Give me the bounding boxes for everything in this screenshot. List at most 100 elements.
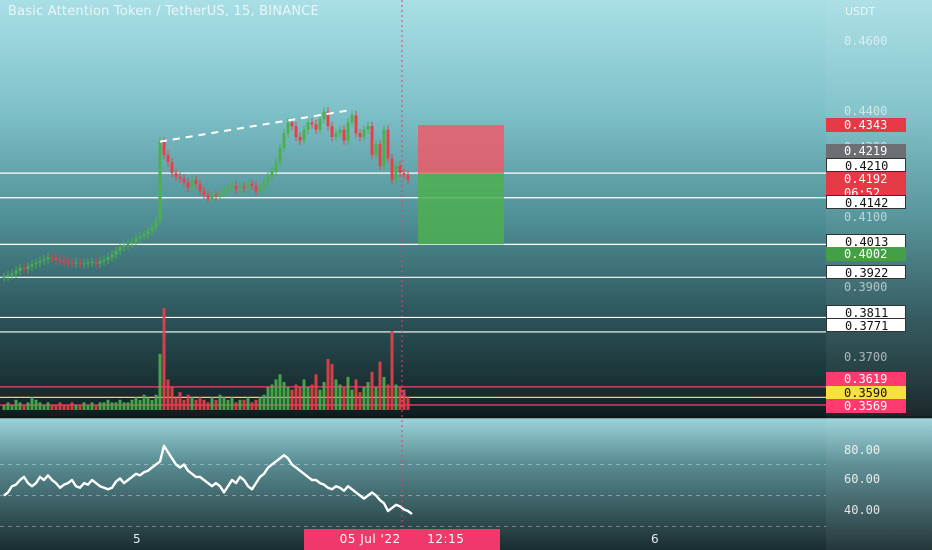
volume-bar [266,387,270,410]
volume-bar [314,374,318,410]
candle [270,171,274,177]
candle [158,141,162,221]
volume-bar [114,402,118,410]
price-label: 0.4210 [826,158,906,173]
volume-bar [138,399,142,410]
volume-bar [374,387,378,410]
candle [42,259,46,261]
candle [330,126,334,137]
candle [174,173,178,177]
candle [362,129,366,137]
volume-bar [126,402,130,410]
candle [46,257,50,260]
candle [110,254,114,258]
price-label: 0.4343 [826,118,906,132]
volume-bar [394,384,398,410]
volume-bar [326,359,330,410]
candle [206,194,210,199]
candle [50,257,54,259]
candle [342,129,346,141]
candle [266,176,270,183]
volume-bar [258,397,262,410]
volume-bar [346,376,350,410]
candle [154,220,158,228]
candle [38,260,42,263]
candle [274,162,278,172]
volume-bar [250,402,254,410]
rsi-tick: 40.00 [844,503,881,517]
volume-bar [110,402,114,410]
candle [242,186,246,189]
price-label: 0.4013 [826,234,906,249]
candle [126,243,130,246]
volume-bar [254,399,258,410]
candle [366,126,370,130]
candle [382,129,386,166]
chart-title: Basic Attention Token / TetherUS, 15, BI… [8,4,319,19]
volume-bar [82,402,86,410]
candle [334,133,338,137]
candle [386,129,390,159]
volume-bar [318,389,322,410]
volume-bar [262,394,266,410]
candle [214,195,218,197]
candle [378,144,382,166]
candle [394,165,398,180]
volume-bar [362,387,366,410]
candle [294,126,298,137]
volume-bar [398,387,402,410]
candle [6,275,10,277]
candle [282,133,286,148]
crosshair-clock: 12:15 [427,532,465,546]
volume-bar [158,353,162,410]
volume-bar [226,399,230,410]
volume-bar [230,397,234,410]
volume-bar [26,402,30,410]
volume-bar [70,402,74,410]
candle [74,262,78,264]
volume-bar [354,379,358,410]
candle [286,122,290,134]
price-label: 0.3771 [826,318,906,333]
volume-bars [2,308,410,410]
price-label: 0.4142 [826,195,906,210]
candle [198,183,202,192]
candle [346,122,350,141]
volume-bar [270,384,274,410]
price-tick: 0.3900 [844,280,888,294]
volume-bar [390,330,394,410]
volume-bar [98,402,102,410]
candle [258,187,262,192]
candle [90,261,94,263]
volume-bar [238,399,242,410]
volume-bar [2,404,6,410]
volume-bar [62,404,66,410]
trendline[interactable] [159,108,353,143]
long-position-tool[interactable] [418,125,504,245]
volume-bar [42,404,46,410]
candle [290,122,294,127]
candle [326,111,330,127]
volume-bar [58,402,62,410]
volume-bar [182,399,186,410]
volume-bar [74,404,78,410]
volume-bar [294,384,298,410]
candle [306,122,310,130]
candle [278,147,282,163]
volume-bar [214,399,218,410]
volume-bar [14,399,18,410]
candle [10,273,14,276]
volume-bar [6,402,10,410]
volume-bar [322,381,326,410]
candle [398,165,402,174]
volume-bar [386,384,390,410]
candles [2,107,410,282]
candle [82,263,86,265]
volume-bar [166,379,170,410]
candle [98,261,102,264]
volume-bar [302,379,306,410]
candle [146,230,150,235]
candle [230,185,234,188]
candle [54,258,58,260]
